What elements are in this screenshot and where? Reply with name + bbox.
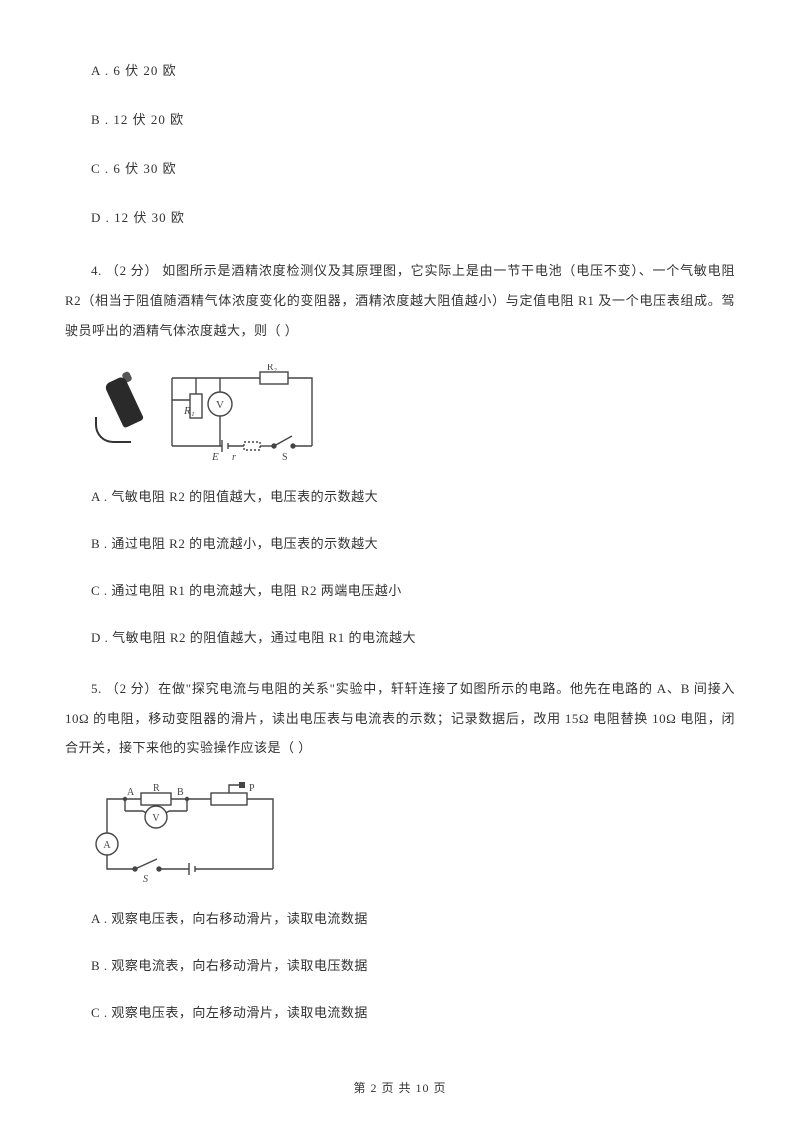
- q4-option-a: A . 气敏电阻 R2 的阻值越大，电压表的示数越大: [65, 486, 735, 505]
- q5-option-c: C . 观察电压表，向左移动滑片，读取电流数据: [65, 1002, 735, 1021]
- svg-text:A: A: [103, 840, 111, 851]
- svg-text:V: V: [152, 813, 160, 824]
- q4-option-b: B . 通过电阻 R2 的电流越小，电压表的示数越大: [65, 533, 735, 552]
- page-footer: 第 2 页 共 10 页: [0, 1079, 800, 1096]
- q4-option-c: C . 通过电阻 R1 的电流越大，电阻 R2 两端电压越小: [65, 580, 735, 599]
- svg-text:R: R: [153, 783, 160, 794]
- svg-text:B: B: [177, 787, 184, 798]
- q3-option-a: A . 6 伏 20 欧: [65, 60, 735, 79]
- q4-circuit-icon: R₂ R₁ V E r S: [160, 364, 325, 464]
- q4-stem: 4. （2 分） 如图所示是酒精浓度检测仪及其原理图，它实际上是由一节干电池（电…: [65, 256, 735, 346]
- svg-text:R₁: R₁: [183, 405, 195, 417]
- breathalyzer-icon: [93, 376, 145, 451]
- q5-diagram: A R B P V A: [93, 781, 735, 886]
- svg-text:S: S: [282, 452, 288, 463]
- q5-circuit-icon: A R B P V A: [93, 781, 293, 886]
- page-content: A . 6 伏 20 欧 B . 12 伏 20 欧 C . 6 伏 30 欧 …: [0, 0, 800, 1021]
- svg-text:P: P: [249, 783, 255, 794]
- q4-diagram: R₂ R₁ V E r S: [93, 364, 735, 464]
- q3-option-d: D . 12 伏 30 欧: [65, 207, 735, 226]
- svg-text:S: S: [143, 874, 148, 885]
- q5-option-a: A . 观察电压表，向右移动滑片，读取电流数据: [65, 908, 735, 927]
- q3-option-c: C . 6 伏 30 欧: [65, 158, 735, 177]
- q4-option-d: D . 气敏电阻 R2 的阻值越大，通过电阻 R1 的电流越大: [65, 627, 735, 646]
- svg-text:E: E: [211, 451, 219, 463]
- q5-stem: 5. （2 分）在做"探究电流与电阻的关系"实验中，轩轩连接了如图所示的电路。他…: [65, 674, 735, 764]
- q5-option-b: B . 观察电流表，向右移动滑片，读取电压数据: [65, 955, 735, 974]
- q3-option-b: B . 12 伏 20 欧: [65, 109, 735, 128]
- svg-text:r: r: [232, 452, 236, 463]
- svg-text:V: V: [216, 399, 224, 411]
- svg-text:A: A: [127, 787, 135, 798]
- svg-text:R₂: R₂: [267, 364, 277, 373]
